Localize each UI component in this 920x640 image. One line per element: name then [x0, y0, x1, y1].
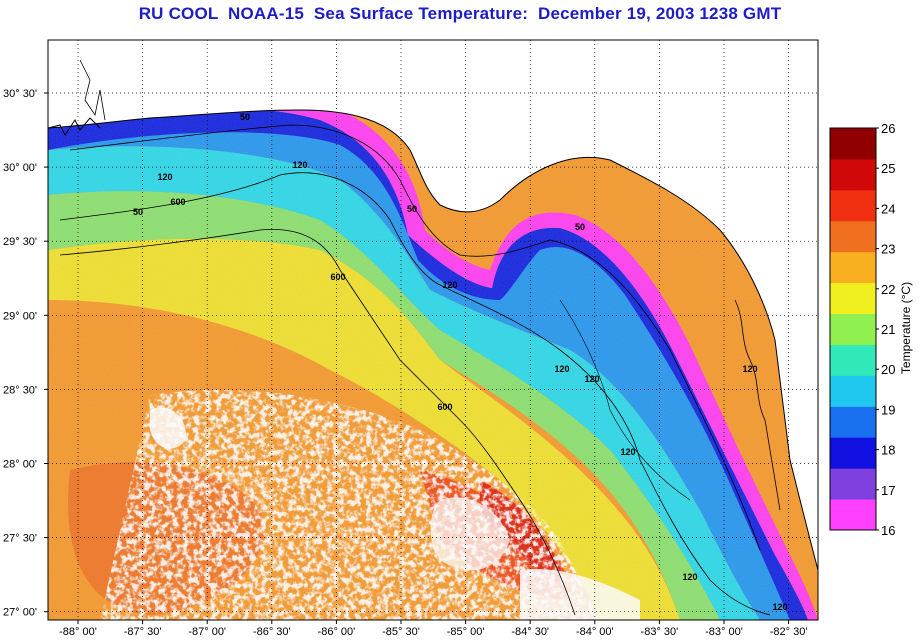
colorbar-label: 20 [881, 362, 895, 377]
colorbar-band [830, 220, 876, 253]
colorbar-label: 23 [881, 242, 895, 257]
colorbar-band [830, 437, 876, 469]
longitude-ticks: -88° 00' -87° 30' -87° 00' -86° 30' -86° 00'… [59, 620, 807, 638]
contour-label: 120 [772, 602, 787, 612]
contour-label: 120 [292, 160, 307, 170]
colorbar: 26 25 24 23 22 21 20 19 18 17 16 Temperature (°C) [829, 121, 913, 538]
lat-tick-label: 29° 00' [3, 310, 37, 322]
lat-tick-label: 29° 30' [3, 236, 37, 248]
contour-120-inner [559, 299, 691, 501]
contour-50 [69, 124, 761, 551]
lat-tick-label: 27° 00' [3, 607, 37, 619]
lat-tick-label: 28° 30' [3, 384, 37, 396]
lon-tick-label: -86° 00' [318, 626, 356, 638]
latitude-ticks: 30° 30' 30° 00' 29° 30' 29° 00' 28° 30' 28° 0… [3, 88, 48, 619]
lat-tick-label: 30° 30' [3, 88, 37, 100]
lon-tick-label: -85° 30' [382, 626, 420, 638]
coastline-detail [48, 117, 101, 136]
colorbar-label: 17 [881, 483, 895, 498]
contour-label: 120 [682, 572, 697, 582]
colorbar-band [830, 282, 876, 315]
contour-label: 120 [442, 280, 457, 290]
colorbar-title: Temperature (°C) [899, 282, 913, 374]
colorbar-label: 22 [881, 282, 895, 297]
lon-tick-label: -84° 00' [576, 626, 614, 638]
contour-label: 120 [620, 447, 635, 457]
contour-label: 50 [133, 207, 143, 217]
colorbar-band [830, 128, 876, 160]
coastline [48, 109, 818, 571]
lat-tick-label: 30° 00' [3, 162, 37, 174]
graticule [48, 40, 818, 620]
colorbar-band [830, 375, 876, 407]
contour-label: 120 [584, 374, 599, 384]
contour-label: 600 [330, 272, 345, 282]
lat-tick-label: 27° 30' [3, 533, 37, 545]
lat-tick-label: 28° 00' [3, 459, 37, 471]
lon-tick-label: -83° 30' [641, 626, 679, 638]
map-border [47, 39, 819, 621]
colorbar-band [830, 251, 876, 284]
contour-label: 600 [437, 402, 452, 412]
contour-label: 120 [742, 364, 757, 374]
contour-labels: 50 120 600 50 120 600 50 120 120 120 120 50 120 600 12… [133, 112, 788, 612]
lon-tick-label: -82° 30' [770, 626, 808, 638]
colorbar-label: 21 [881, 322, 895, 337]
colorbar-label: 25 [881, 161, 895, 176]
contour-label: 50 [240, 112, 250, 122]
colorbar-band [830, 468, 876, 500]
contour-600 [59, 228, 576, 616]
contour-120 [59, 172, 771, 616]
colorbar-band [830, 158, 876, 191]
lon-tick-label: -83° 00' [705, 626, 743, 638]
colorbar-label: 16 [881, 523, 895, 538]
contour-label: 120 [157, 172, 172, 182]
bay-outline [79, 59, 106, 121]
colorbar-label: 24 [881, 201, 895, 216]
colorbar-band [830, 344, 876, 376]
lon-tick-label: -85° 00' [447, 626, 485, 638]
lon-tick-label: -86° 30' [253, 626, 291, 638]
colorbar-band [830, 499, 876, 531]
map-frame: 50 120 600 50 120 600 50 120 120 120 120 50 120 600 12… [48, 40, 818, 620]
colorbar-band [830, 313, 876, 345]
colorbar-label: 19 [881, 402, 895, 417]
lon-tick-label: -87° 30' [124, 626, 162, 638]
colorbar-label: 26 [881, 121, 895, 136]
colorbar-band [830, 189, 876, 222]
contour-label: 600 [170, 197, 185, 207]
map-title: RU COOL NOAA-15 Sea Surface Temperature:… [138, 4, 782, 23]
contour-label: 50 [407, 204, 417, 214]
lon-tick-label: -88° 00' [59, 626, 97, 638]
lon-tick-label: -84° 30' [511, 626, 549, 638]
contour-label: 50 [575, 222, 585, 232]
colorbar-label: 18 [881, 443, 895, 458]
keys-outline [734, 299, 781, 511]
colorbar-band [830, 406, 876, 438]
contour-label: 120 [554, 364, 569, 374]
lon-tick-label: -87° 00' [188, 626, 226, 638]
